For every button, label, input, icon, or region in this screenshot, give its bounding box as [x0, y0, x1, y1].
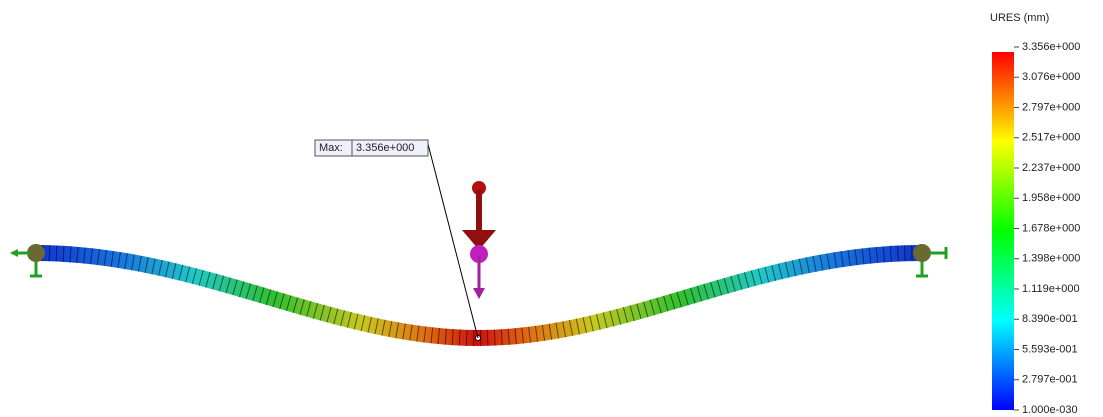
probe-label: Max:	[319, 142, 343, 154]
legend-color-bar	[992, 52, 1014, 410]
page: {"legend": {"title": "URES (mm)", "label…	[0, 0, 1103, 417]
legend-label: 1.958e+000	[1022, 192, 1080, 204]
legend-labels: 3.356e+000 3.076e+000 2.797e+000 2.517e+000…	[1014, 41, 1080, 416]
viewport: Max: 3.356e+000 URES (mm) 3.356e+000 3.07…	[0, 0, 1103, 417]
legend-label: 5.593e-001	[1022, 343, 1078, 355]
fixture-left	[10, 244, 45, 276]
legend-label: 8.390e-001	[1022, 313, 1078, 325]
legend-label: 1.678e+000	[1022, 222, 1080, 234]
legend-label: 1.398e+000	[1022, 253, 1080, 265]
legend-label: 2.237e+000	[1022, 162, 1080, 174]
legend-label: 1.119e+000	[1022, 283, 1080, 295]
legend-label: 3.356e+000	[1022, 41, 1080, 53]
legend-label: 2.517e+000	[1022, 132, 1080, 144]
legend-label: 2.797e+000	[1022, 101, 1080, 113]
fixture-right	[913, 244, 946, 276]
force-load	[462, 181, 496, 299]
legend-label: 3.076e+000	[1022, 71, 1080, 83]
probe-leader	[428, 144, 478, 338]
probe-value: 3.356e+000	[356, 142, 414, 154]
legend-label: 2.797e-001	[1022, 374, 1078, 386]
legend-title: URES (mm)	[990, 12, 1049, 24]
legend-label: 1.000e-030	[1022, 404, 1078, 416]
